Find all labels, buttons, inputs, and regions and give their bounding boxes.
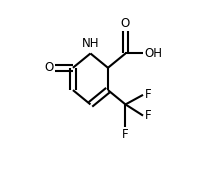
Text: NH: NH [82, 37, 99, 50]
Text: O: O [45, 61, 54, 74]
Text: O: O [121, 17, 130, 30]
Text: OH: OH [145, 47, 163, 60]
Text: F: F [122, 128, 129, 141]
Text: F: F [145, 109, 151, 122]
Text: F: F [145, 88, 151, 101]
